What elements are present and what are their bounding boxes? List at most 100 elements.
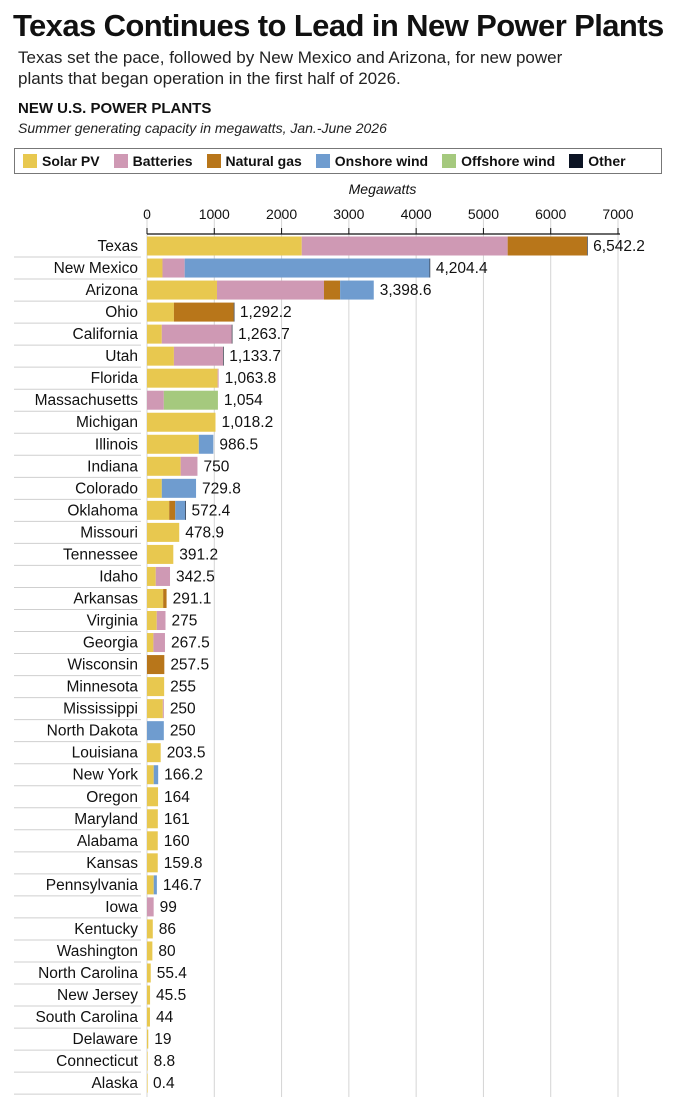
x-tick-label: 3000 <box>333 206 364 222</box>
x-axis-title: Megawatts <box>349 181 417 197</box>
total-label: 257.5 <box>170 657 209 674</box>
bar-natural-gas <box>147 655 165 675</box>
x-tick-label: 0 <box>143 206 151 222</box>
bar-onshore-wind <box>161 478 197 498</box>
legend-swatch-other <box>569 154 584 168</box>
total-label: 80 <box>158 943 176 960</box>
x-tick-label: 2000 <box>266 206 297 222</box>
bar-other <box>587 236 588 256</box>
bar-solar-pv <box>147 566 156 586</box>
bar-other <box>233 302 235 322</box>
bar-other <box>231 324 233 344</box>
total-label: 166.2 <box>164 767 203 784</box>
category-label: Wisconsin <box>67 657 138 674</box>
bar-natural-gas <box>507 236 588 256</box>
category-label: Georgia <box>83 635 139 652</box>
bar-solar-pv <box>147 875 154 895</box>
bar-solar-pv <box>147 522 180 542</box>
bar-solar-pv <box>147 985 151 1005</box>
bar-batteries <box>147 390 164 410</box>
bar-solar-pv <box>147 236 302 256</box>
legend-swatch-batteries <box>113 154 128 168</box>
bar-solar-pv <box>147 258 163 278</box>
bar-onshore-wind <box>340 280 374 300</box>
category-label: Illinois <box>95 436 138 453</box>
x-tick-label: 6000 <box>535 206 566 222</box>
bar-other <box>185 500 186 520</box>
x-tick-label: 5000 <box>468 206 499 222</box>
category-label: Ohio <box>105 304 138 321</box>
bar-onshore-wind <box>153 875 157 895</box>
bar-natural-gas <box>163 588 167 608</box>
bar-solar-pv <box>147 324 162 344</box>
category-label: California <box>73 326 139 343</box>
bar-batteries <box>216 280 324 300</box>
page-subtitle: Texas set the pace, followed by New Mexi… <box>18 48 563 88</box>
bar-solar-pv <box>147 544 174 564</box>
total-label: 1,018.2 <box>221 414 273 431</box>
bar-batteries <box>147 897 154 917</box>
bar-solar-pv <box>147 765 154 785</box>
category-label: Delaware <box>73 1031 138 1048</box>
bar-batteries <box>173 346 224 366</box>
chart-title: NEW U.S. POWER PLANTS <box>18 100 212 117</box>
bar-solar-pv <box>147 346 174 366</box>
total-label: 159.8 <box>164 855 203 872</box>
x-tick-label: 4000 <box>401 206 432 222</box>
bar-onshore-wind <box>175 500 186 520</box>
legend-item-batteries: Batteries <box>113 153 193 169</box>
category-label: Florida <box>91 370 139 387</box>
chart-subtitle: Summer generating capacity in megawatts,… <box>18 120 387 136</box>
x-tick-label: 1000 <box>199 206 230 222</box>
bar-solar-pv <box>147 434 199 454</box>
legend-item-offshore-wind: Offshore wind <box>442 153 555 169</box>
category-label: Pennsylvania <box>46 877 139 894</box>
category-label: Kansas <box>86 855 138 872</box>
legend-item-natural-gas: Natural gas <box>206 153 302 169</box>
category-label: Oklahoma <box>67 502 138 519</box>
category-label: Virginia <box>87 613 139 630</box>
bar-other <box>429 258 431 278</box>
total-label: 1,292.2 <box>240 304 292 321</box>
bar-batteries <box>217 368 219 388</box>
category-label: North Dakota <box>47 723 139 740</box>
bar-onshore-wind <box>184 258 430 278</box>
category-label: Massachusetts <box>35 392 139 409</box>
category-label: Oregon <box>86 789 138 806</box>
legend-label-batteries: Batteries <box>132 153 193 169</box>
total-label: 478.9 <box>185 524 224 541</box>
total-label: 3,398.6 <box>380 282 432 299</box>
bar-solar-pv <box>147 280 217 300</box>
legend-swatch-natural-gas <box>206 154 221 168</box>
legend-label-other: Other <box>588 153 626 169</box>
category-label: Idaho <box>99 568 138 585</box>
total-label: 250 <box>170 723 196 740</box>
legend-swatch-onshore-wind <box>315 154 330 168</box>
bar-batteries <box>162 258 185 278</box>
total-label: 1,133.7 <box>229 348 281 365</box>
bar-solar-pv <box>147 633 154 653</box>
bar-solar-pv <box>147 787 159 807</box>
total-label: 55.4 <box>157 965 188 982</box>
total-label: 6,542.2 <box>593 238 645 255</box>
bar-solar-pv <box>147 743 161 763</box>
total-label: 291.1 <box>173 590 212 607</box>
bar-natural-gas <box>169 500 176 520</box>
category-label: North Carolina <box>38 965 138 982</box>
category-label: Arkansas <box>73 590 138 607</box>
legend-swatch-solar-pv <box>23 154 37 168</box>
bar-solar-pv <box>147 1051 148 1071</box>
bar-solar-pv <box>147 831 158 851</box>
bar-solar-pv <box>147 699 163 719</box>
bar-onshore-wind <box>153 765 159 785</box>
bar-solar-pv <box>147 456 181 476</box>
total-label: 275 <box>172 613 198 630</box>
total-label: 750 <box>203 458 229 475</box>
total-label: 19 <box>154 1031 171 1048</box>
category-label: Arizona <box>85 282 138 299</box>
bar-solar-pv <box>147 1029 149 1049</box>
total-label: 255 <box>170 679 196 696</box>
bar-onshore-wind <box>147 721 164 741</box>
category-label: Utah <box>105 348 138 365</box>
